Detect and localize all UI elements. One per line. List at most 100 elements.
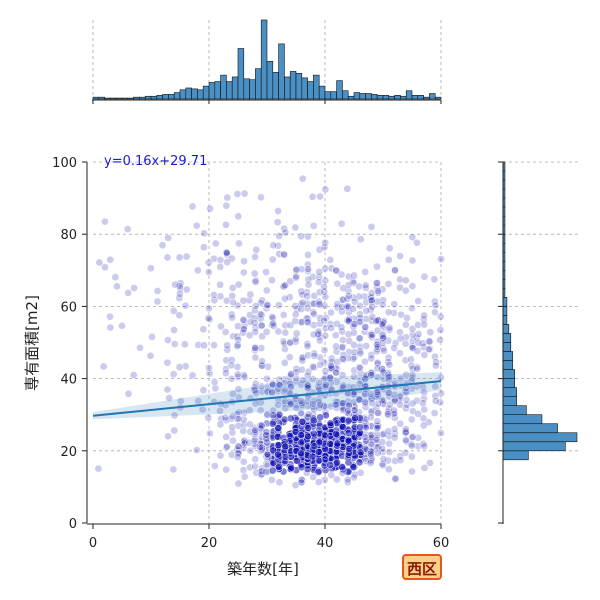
scatter-point bbox=[169, 370, 178, 379]
scatter-point bbox=[256, 443, 265, 452]
scatter-point bbox=[304, 410, 313, 419]
scatter-point bbox=[275, 478, 284, 487]
x-histogram-bar bbox=[405, 90, 413, 100]
scatter-point bbox=[240, 257, 248, 266]
scatter-point bbox=[223, 341, 232, 350]
scatter-point bbox=[158, 241, 167, 250]
scatter-point bbox=[251, 278, 260, 286]
scatter-point bbox=[414, 321, 422, 329]
scatter-point bbox=[291, 317, 299, 325]
scatter-point bbox=[337, 323, 346, 331]
scatter-point bbox=[240, 420, 248, 429]
scatter-point bbox=[250, 436, 259, 445]
scatter-point bbox=[281, 442, 290, 451]
scatter-point bbox=[320, 316, 329, 325]
scatter-point bbox=[414, 410, 422, 418]
scatter-point bbox=[251, 455, 260, 464]
scatter-point bbox=[234, 341, 242, 350]
y-histogram-bar bbox=[502, 297, 508, 307]
scatter-point bbox=[292, 404, 301, 412]
scatter-point bbox=[408, 370, 417, 379]
scatter-point bbox=[339, 336, 347, 344]
scatter-point bbox=[198, 405, 207, 414]
scatter-point bbox=[407, 441, 416, 450]
scatter-point bbox=[303, 342, 312, 351]
scatter-point bbox=[216, 280, 224, 289]
scatter-point bbox=[437, 429, 445, 437]
scatter-point bbox=[402, 395, 411, 404]
scatter-point bbox=[309, 396, 318, 405]
scatter-point bbox=[269, 322, 278, 330]
scatter-point bbox=[279, 387, 288, 396]
y-axis-label: 専有面積[m2] bbox=[23, 295, 41, 391]
scatter-point bbox=[291, 223, 300, 232]
scatter-point bbox=[298, 356, 307, 365]
scatter-point bbox=[321, 185, 330, 194]
x-histogram-bar bbox=[121, 97, 129, 100]
scatter-point bbox=[384, 427, 393, 436]
scatter-point bbox=[332, 377, 341, 386]
x-histogram-bar bbox=[92, 96, 100, 100]
scatter-point bbox=[262, 467, 270, 476]
scatter-point bbox=[408, 330, 417, 339]
scatter-point bbox=[280, 339, 289, 348]
scatter-point bbox=[106, 323, 115, 332]
scatter-point bbox=[252, 389, 260, 398]
scatter-point bbox=[280, 385, 289, 394]
y-tick-label: 20 bbox=[60, 445, 77, 460]
scatter-point bbox=[163, 253, 172, 262]
scatter-point bbox=[298, 376, 307, 384]
scatter-point bbox=[338, 303, 346, 311]
scatter-point bbox=[350, 328, 358, 337]
scatter-point bbox=[425, 337, 434, 346]
scatter-point bbox=[362, 342, 371, 350]
scatter-point bbox=[234, 448, 243, 457]
x-histogram-bar bbox=[139, 96, 146, 100]
scatter-point bbox=[246, 446, 255, 455]
scatter-point bbox=[124, 289, 132, 297]
scatter-point bbox=[240, 371, 248, 379]
scatter-point bbox=[414, 339, 423, 347]
scatter-point bbox=[385, 323, 394, 332]
scatter-point bbox=[314, 327, 323, 336]
scatter-point bbox=[356, 347, 365, 356]
scatter-point bbox=[304, 260, 312, 269]
scatter-point bbox=[349, 293, 358, 302]
scatter-point bbox=[223, 345, 232, 354]
scatter-point bbox=[390, 425, 399, 433]
scatter-point bbox=[200, 341, 208, 350]
scatter-point bbox=[408, 256, 417, 265]
scatter-point bbox=[343, 478, 352, 487]
x-histogram-bar bbox=[318, 85, 326, 100]
scatter-point bbox=[320, 375, 329, 383]
scatter-point bbox=[315, 300, 324, 309]
scatter-point bbox=[430, 409, 439, 417]
scatter-point bbox=[390, 397, 399, 406]
scatter-point bbox=[401, 387, 410, 396]
scatter-point bbox=[350, 470, 359, 479]
scatter-point bbox=[130, 284, 138, 292]
y-histogram-bar bbox=[502, 414, 543, 425]
scatter-point bbox=[380, 346, 388, 355]
scatter-point bbox=[309, 416, 318, 425]
scatter-point bbox=[274, 301, 283, 309]
scatter-point bbox=[297, 478, 306, 487]
scatter-point bbox=[356, 235, 365, 244]
scatter-point bbox=[338, 423, 347, 431]
scatter-point bbox=[246, 420, 254, 429]
y-histogram-bar bbox=[502, 405, 527, 415]
scatter-point bbox=[250, 386, 259, 394]
scatter-point bbox=[175, 294, 184, 302]
x-histogram-bar bbox=[237, 48, 245, 100]
x-histogram-bar bbox=[330, 91, 337, 100]
scatter-point bbox=[285, 293, 294, 302]
scatter-point bbox=[391, 266, 399, 275]
scatter-point bbox=[420, 351, 429, 359]
scatter-point bbox=[316, 314, 324, 322]
scatter-point bbox=[309, 308, 317, 317]
scatter-point bbox=[374, 449, 382, 457]
scatter-point bbox=[420, 388, 428, 397]
scatter-point bbox=[356, 448, 365, 457]
scatter-point bbox=[431, 382, 440, 391]
scatter-point bbox=[310, 429, 318, 438]
